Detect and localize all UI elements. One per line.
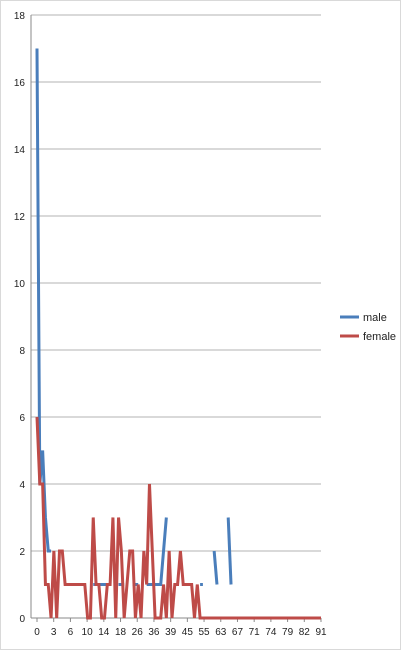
series-line-male [146, 517, 168, 586]
y-tick-label: 6 [19, 413, 25, 424]
series-line-male [226, 517, 233, 585]
x-tick-label: 67 [232, 627, 244, 638]
x-tick-label: 91 [315, 627, 327, 638]
x-tick-label: 63 [215, 627, 227, 638]
x-tick-label: 82 [299, 627, 311, 638]
y-tick-label: 12 [14, 212, 26, 223]
legend: male female [340, 312, 396, 343]
y-tick-label: 0 [19, 614, 25, 625]
y-tick-label: 14 [14, 145, 26, 156]
series-line-male [212, 550, 219, 585]
x-tick-label: 71 [249, 627, 261, 638]
x-tick-label: 18 [115, 627, 127, 638]
y-tick-label: 18 [14, 11, 26, 22]
y-tick-label: 8 [19, 346, 25, 357]
x-tick-label: 79 [282, 627, 294, 638]
legend-label-male: male [363, 312, 387, 324]
x-tick-label: 39 [165, 627, 177, 638]
x-tick-label: 55 [198, 627, 210, 638]
x-tick-label: 6 [68, 627, 74, 638]
x-tick-label: 10 [82, 627, 94, 638]
y-tick-label: 16 [14, 78, 26, 89]
x-tick-label: 36 [148, 627, 160, 638]
series-line-female [35, 416, 321, 620]
x-tick-label: 26 [132, 627, 144, 638]
grid-lines [31, 14, 321, 619]
series-lines [35, 48, 321, 620]
y-tick-label: 4 [19, 480, 25, 491]
x-tick-label: 45 [182, 627, 194, 638]
x-tick-label: 0 [34, 627, 40, 638]
y-tick-label: 10 [14, 279, 26, 290]
x-tick-label: 14 [98, 627, 110, 638]
x-tick-label: 74 [265, 627, 277, 638]
x-tick-label: 3 [51, 627, 57, 638]
y-tick-label: 2 [19, 547, 25, 558]
legend-label-female: female [363, 331, 396, 343]
